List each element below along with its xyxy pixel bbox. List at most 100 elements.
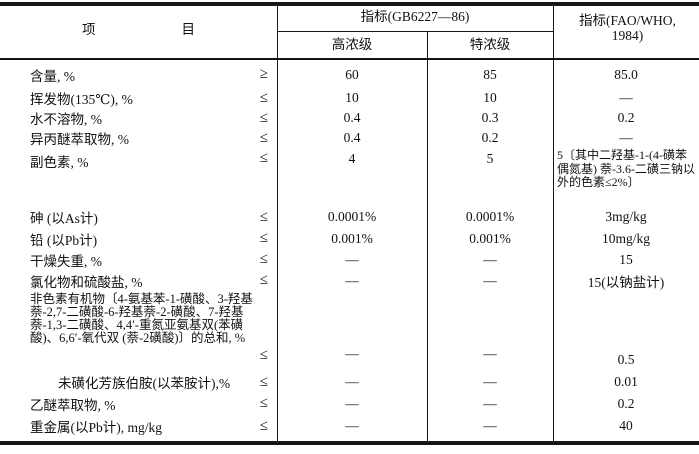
- table-row: 砷 (以As计) ≤0.0001% 0.0001% 3mg/kg: [0, 206, 699, 228]
- cell-fao-who-value-text: —: [619, 90, 633, 105]
- cell-fao-who-value-text: 15: [619, 251, 633, 267]
- limit-operator: ≤: [259, 251, 268, 267]
- cell-extra-grade-value: 85: [427, 61, 553, 88]
- cell-fao-who-value-text: 40: [619, 418, 633, 433]
- cell-extra-grade-value: 10: [427, 88, 553, 108]
- table-row: 氯化物和硫酸盐, % ≤ — — 15(以钠盐计): [0, 270, 699, 291]
- cell-item-label: 乙醚萃取物, % ≤: [0, 393, 277, 414]
- cell-item-label: 铅 (以Pb计) ≤: [0, 228, 277, 249]
- limit-operator: ≤: [259, 129, 268, 146]
- cell-fao-who-value-text: 0.2: [617, 110, 635, 125]
- limit-operator: ≤: [259, 150, 268, 166]
- item-label-text: 砷 (以As计): [30, 211, 98, 226]
- column-header-high-grade: 高浓级: [331, 37, 373, 52]
- cell-extra-grade-value-text: —: [483, 374, 497, 389]
- table-row: 副色素, % ≤4 5 5〔其中二羟基-1-(4-磺苯偶氮基) 萘-3.6-二磺三钠以…: [0, 148, 699, 206]
- cell-item-label: 未磺化芳族伯胺(以苯胺计),% ≤: [0, 371, 277, 393]
- cell-extra-grade-value-text: —: [483, 418, 497, 433]
- limit-operator: ≤: [259, 395, 268, 411]
- cell-extra-grade-value-text: —: [483, 395, 497, 411]
- cell-fao-who-value-text: 0.5: [617, 352, 635, 367]
- cell-fao-who-value-text: 5〔其中二羟基-1-(4-磺苯偶氮基) 萘-3.6-二磺三钠以外的色素≤2%〕: [557, 148, 695, 189]
- cell-high-grade-value-text: —: [345, 418, 359, 433]
- cell-extra-grade-value-text: 5: [486, 151, 494, 166]
- cell-extra-grade-value-text: —: [483, 251, 497, 267]
- limit-operator: ≤: [259, 89, 268, 106]
- cell-extra-grade-value: 0.001%: [427, 228, 553, 249]
- table-bottom-border: [0, 441, 699, 445]
- cell-item-label: 副色素, % ≤: [0, 148, 277, 206]
- cell-extra-grade-value-text: 85: [483, 66, 497, 82]
- cell-fao-who-value: 10mg/kg: [553, 228, 699, 249]
- limit-operator: ≤: [259, 417, 268, 434]
- cell-item-label: 重金属(以Pb计), mg/kg ≤: [0, 414, 277, 438]
- limit-operator: ≤: [259, 373, 268, 390]
- cell-high-grade-value: —: [277, 393, 427, 414]
- table-row: 铅 (以Pb计) ≤0.001% 0.001% 10mg/kg: [0, 228, 699, 249]
- column-header-gb-standard: 指标(GB6227—86): [360, 9, 470, 24]
- cell-extra-grade-value: —: [427, 393, 553, 414]
- cell-high-grade-value-text: —: [345, 346, 359, 361]
- cell-fao-who-value: 15: [553, 249, 699, 270]
- cell-high-grade-value: —: [277, 291, 427, 371]
- cell-fao-who-value: 5〔其中二羟基-1-(4-磺苯偶氮基) 萘-3.6-二磺三钠以外的色素≤2%〕: [553, 148, 699, 206]
- cell-extra-grade-value-text: 10: [483, 90, 497, 105]
- cell-high-grade-value-text: 0.0001%: [327, 209, 377, 224]
- item-label-text: 非色素有机物〔4-氨基苯-1-磺酸、3-羟基萘-2,7-二磺酸-6-羟基萘-2-…: [30, 292, 253, 345]
- cell-extra-grade-value: 0.0001%: [427, 206, 553, 228]
- cell-fao-who-value-text: 0.2: [617, 395, 635, 411]
- item-label-text: 异丙醚萃取物, %: [30, 132, 129, 147]
- table-row: 乙醚萃取物, % ≤ — — 0.2: [0, 393, 699, 414]
- cell-extra-grade-value: —: [427, 291, 553, 371]
- cell-high-grade-value: 10: [277, 88, 427, 108]
- cell-high-grade-value-text: 0.001%: [331, 230, 373, 246]
- cell-high-grade-value: 0.001%: [277, 228, 427, 249]
- cell-fao-who-value: 3mg/kg: [553, 206, 699, 228]
- cell-extra-grade-value: —: [427, 249, 553, 270]
- cell-fao-who-value-text: 15(以钠盐计): [587, 274, 665, 290]
- cell-item-label: 挥发物(135℃), % ≤: [0, 88, 277, 108]
- table-row: 未磺化芳族伯胺(以苯胺计),% ≤ — — 0.01: [0, 371, 699, 393]
- cell-item-label: 干燥失重, % ≤: [0, 249, 277, 270]
- cell-high-grade-value: —: [277, 270, 427, 291]
- cell-high-grade-value-text: 0.4: [343, 130, 361, 145]
- cell-fao-who-value-text: 0.01: [614, 374, 638, 389]
- limit-operator: ≤: [259, 208, 268, 225]
- cell-item-label: 水不溶物, % ≤: [0, 108, 277, 128]
- cell-extra-grade-value: —: [427, 414, 553, 438]
- cell-high-grade-value: —: [277, 371, 427, 393]
- cell-extra-grade-value-text: 0.2: [481, 130, 499, 145]
- item-label-text: 副色素, %: [30, 155, 89, 170]
- item-label-text: 铅 (以Pb计): [30, 232, 98, 248]
- cell-item-label: 氯化物和硫酸盐, % ≤: [0, 270, 277, 291]
- column-divider-grades: [427, 32, 428, 441]
- item-header-char: 目: [181, 22, 196, 37]
- cell-fao-who-value: 85.0: [553, 61, 699, 88]
- cell-high-grade-value: 60: [277, 61, 427, 88]
- table-row: 非色素有机物〔4-氨基苯-1-磺酸、3-羟基萘-2,7-二磺酸-6-羟基萘-2-…: [0, 291, 699, 371]
- cell-high-grade-value-text: —: [345, 272, 359, 288]
- header-separator: [0, 58, 699, 60]
- cell-extra-grade-value: —: [427, 371, 553, 393]
- cell-item-label: 含量, % ≥: [0, 61, 277, 88]
- cell-fao-who-value-text: 3mg/kg: [605, 209, 647, 224]
- cell-extra-grade-value: 0.2: [427, 128, 553, 148]
- cell-fao-who-value: 0.5: [553, 291, 699, 371]
- limit-operator: ≥: [259, 66, 268, 82]
- cell-fao-who-value: 0.2: [553, 108, 699, 128]
- limit-operator: ≤: [259, 230, 268, 246]
- cell-fao-who-value-text: —: [619, 130, 633, 145]
- cell-fao-who-value: —: [553, 128, 699, 148]
- table-row: 含量, % ≥60 85 85.0: [0, 61, 699, 88]
- table-row: 干燥失重, % ≤ — — 15: [0, 249, 699, 270]
- cell-high-grade-value: 0.4: [277, 128, 427, 148]
- item-label-text: 乙醚萃取物, %: [30, 397, 116, 413]
- cell-extra-grade-value-text: 0.001%: [469, 230, 511, 246]
- cell-high-grade-value-text: 10: [345, 90, 359, 105]
- cell-item-label: 砷 (以As计) ≤: [0, 206, 277, 228]
- cell-fao-who-value: 15(以钠盐计): [553, 270, 699, 291]
- item-label-text: 氯化物和硫酸盐, %: [30, 274, 143, 290]
- table-body: 含量, % ≥60 85 85.0 挥发物(135℃), % ≤ 10 10 — 水不溶物, % ≤…: [0, 61, 699, 438]
- item-label-text: 未磺化芳族伯胺(以苯胺计),%: [58, 376, 231, 391]
- limit-operator: ≤: [259, 109, 268, 126]
